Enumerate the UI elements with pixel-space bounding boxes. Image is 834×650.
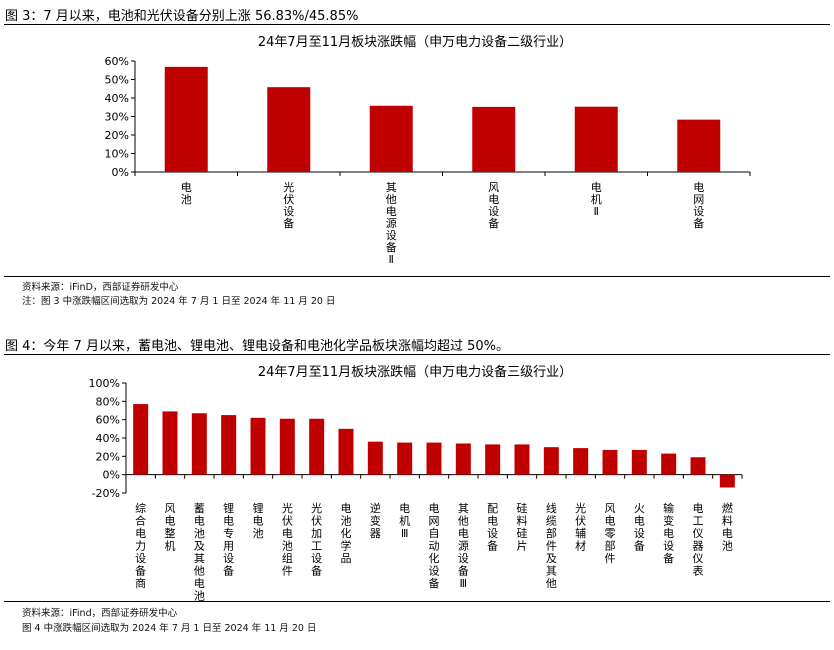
x-category-label: 电机 Ⅱ [591,181,602,218]
bar [602,449,618,475]
bar [338,428,354,475]
x-category-label: 线缆部件及其他 [546,501,557,590]
bar [514,444,530,475]
bar [164,66,208,172]
bar [631,449,647,475]
x-category-label: 风电零部件 [605,502,616,565]
bar [573,448,589,475]
y-tick-label: 0% [103,469,120,482]
y-tick-label: 60% [96,414,120,427]
x-category-label: 综合电力设备商 [135,501,146,590]
bar [133,404,149,475]
x-category-label: 光伏设备 [283,180,294,230]
bar [485,444,501,475]
x-category-label: 锂电池 [253,501,264,540]
x-category-label: 逆变器 [370,501,381,540]
figure-4-top-rule [4,354,830,355]
bar [719,474,735,488]
bar [677,119,721,172]
bar [309,418,325,475]
figure-3-caption: 图 3：7 月以来，电池和光伏设备分别上涨 56.83%/45.85% [5,9,359,24]
bar [690,457,706,475]
y-tick-label: 60% [105,55,129,68]
x-category-label: 电网设备 [693,181,704,230]
y-tick-label: 100% [89,377,120,390]
bar [472,106,516,172]
bar [267,87,311,172]
x-category-label: 锂电专用设备 [223,501,234,578]
x-category-label: 输变电设备 [663,501,674,565]
x-category-label: 电机 Ⅲ [399,502,410,540]
x-category-label: 风电整机 [165,502,176,553]
bar [426,442,442,475]
y-tick-label: 20% [105,129,129,142]
x-category-label: 电网自动化设备 [429,502,440,590]
chart-electrical-equipment-level2: 24年7月至11月板块涨跌幅（申万电力设备二级行业） 0% 10% 20% 30% 40%… [105,34,751,266]
figure-3-bottom-rule [4,276,830,277]
bar [191,413,207,475]
bar [455,443,471,475]
bar [543,447,559,475]
y-tick-label: 30% [105,111,129,124]
y-tick-label: 50% [105,74,129,87]
chart-title: 24年7月至11月板块涨跌幅（申万电力设备二级行业） [258,34,572,50]
x-category-label: 光伏电池组件 [282,501,293,578]
x-category-label: 光伏加工设备 [311,501,322,578]
figure-4-source: 资料来源：iFind，西部证券研发中心 [22,608,178,619]
x-category-label: 风电设备 [488,181,499,230]
y-tick-label: 10% [105,148,129,161]
bar [162,411,178,475]
figure-4-bottom-rule [4,601,830,602]
bar [369,105,413,172]
x-category-label: 其他电源设备 Ⅱ [386,181,397,266]
figure-4-note: 图 4 中涨跌幅区间选取为 2024 年 7 月 1 日至 2024 年 11 … [22,623,317,634]
figure-4-caption: 图 4：今年 7 月以来，蓄电池、锂电池、锂电设备和电池化学品板块涨幅均超过 5… [5,339,509,354]
x-category-label: 电工仪器仪表 [693,502,704,578]
chart-title: 24年7月至11月板块涨跌幅（申万电力设备三级行业） [258,364,572,380]
y-tick-label: 80% [96,395,120,408]
y-tick-label: -20% [92,487,120,500]
x-category-label: 硅料硅片 [517,502,528,553]
x-category-label: 电池化学品 [341,502,352,565]
x-category-label: 配电设备 [487,502,498,553]
figure-3-note: 注：图 3 中涨跌幅区间选取为 2024 年 7 月 1 日至 2024 年 1… [22,296,336,307]
bar [279,418,295,475]
x-category-label: 火电设备 [634,502,645,553]
bar [367,441,383,475]
y-tick-label: 40% [105,92,129,105]
bar [397,442,413,475]
bar [661,453,677,475]
bar [221,415,237,475]
x-category-label: 电池 [181,181,192,206]
y-tick-label: 0% [112,166,129,179]
bar [250,417,266,475]
bar [574,106,618,172]
x-category-label: 光伏辅材 [575,501,586,553]
figure-3-top-rule [4,24,830,25]
x-category-label: 燃料电池 [722,501,733,553]
x-category-label: 蓄电池及其他电池 [194,502,205,603]
figure-3-source: 资料来源：iFinD，西部证券研发中心 [22,282,179,293]
y-tick-label: 40% [96,432,120,445]
y-tick-label: 20% [96,450,120,463]
x-category-label: 其他电源设备 Ⅲ [458,502,469,590]
